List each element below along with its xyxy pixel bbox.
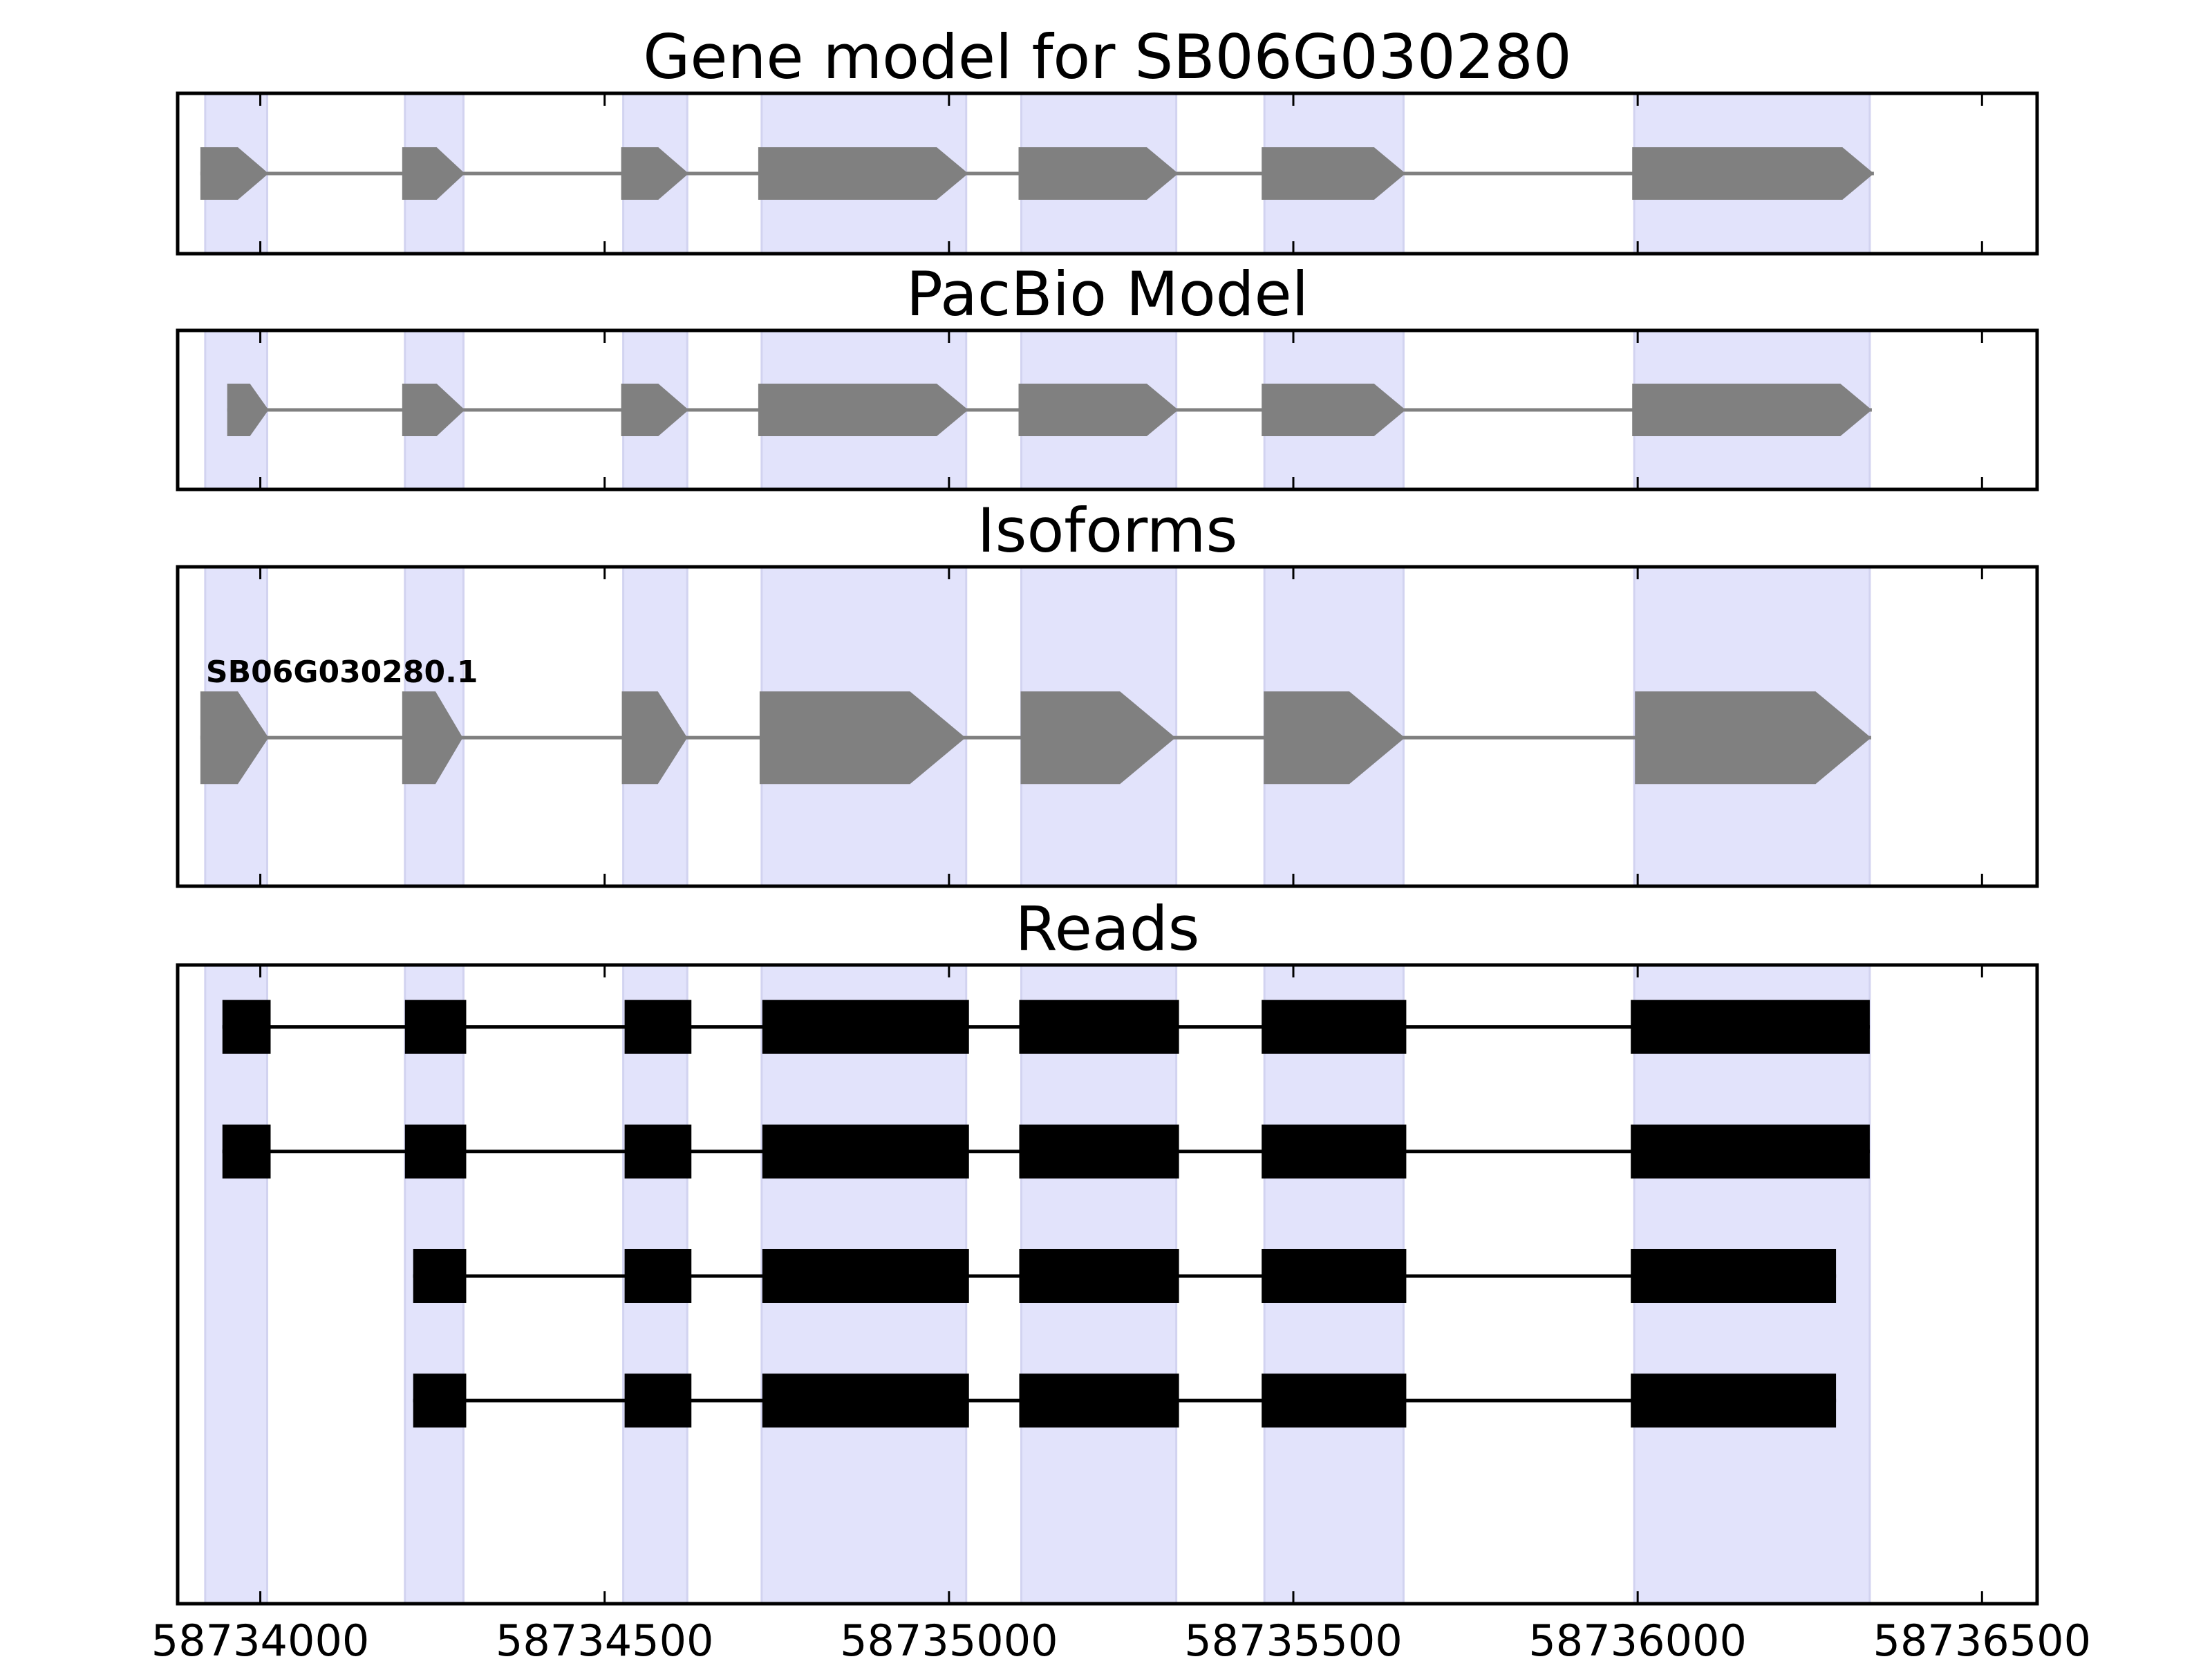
read-4-exon-5 — [1262, 1374, 1407, 1428]
isoform-label: SB06G030280.1 — [206, 655, 478, 690]
gene-model-exon-1 — [227, 384, 269, 436]
read-3-exon-2 — [624, 1248, 692, 1303]
panel-frame — [176, 328, 2039, 491]
read-4-exon-1 — [413, 1374, 467, 1428]
read-2-exon-1 — [222, 1124, 271, 1179]
panel-4: Reads — [176, 893, 2039, 1606]
read-3-exon-3 — [762, 1248, 969, 1303]
read-4-exon-6 — [1631, 1374, 1837, 1428]
read-2-exon-2 — [404, 1124, 467, 1179]
x-tick-label: 58734500 — [496, 1615, 714, 1659]
panel-1: Gene model for SB06G030280 — [176, 21, 2039, 256]
panel-title: Isoforms — [977, 495, 1238, 566]
panel-title: Gene model for SB06G030280 — [643, 21, 1572, 93]
read-4-exon-3 — [762, 1374, 969, 1428]
read-3-exon-5 — [1262, 1248, 1407, 1303]
read-1-exon-3 — [624, 1000, 692, 1054]
gene-model-exon-3 — [621, 147, 689, 200]
read-3-exon-4 — [1019, 1248, 1179, 1303]
read-3-exon-1 — [413, 1248, 467, 1303]
read-2-exon-4 — [762, 1124, 969, 1179]
isoform-1-exon-4 — [759, 691, 966, 785]
panel-frame — [176, 565, 2039, 888]
panel-2: PacBio Model — [176, 259, 2039, 491]
isoform-1-exon-2 — [402, 691, 463, 785]
panel-3: Isoforms SB06G030280.1 — [176, 495, 2039, 888]
gene-model-exon-6 — [1262, 384, 1406, 436]
exon-highlight-band — [204, 965, 269, 1604]
read-4-exon-2 — [624, 1374, 692, 1428]
read-1-exon-7 — [1631, 1000, 1870, 1054]
gene-model-exon-3 — [621, 384, 689, 436]
gene-model-exon-2 — [402, 147, 465, 200]
panel-frame — [176, 963, 2039, 1606]
read-2-exon-3 — [624, 1124, 692, 1179]
read-1-exon-5 — [1019, 1000, 1179, 1054]
read-1-exon-2 — [404, 1000, 467, 1054]
isoform-1-exon-5 — [1020, 691, 1176, 785]
x-tick-label: 58736500 — [1873, 1615, 2092, 1659]
read-2-exon-7 — [1631, 1124, 1870, 1179]
gene-model-exon-2 — [402, 384, 465, 436]
gene-model-exon-7 — [1632, 147, 1874, 200]
panel-plot-area — [200, 567, 1871, 886]
read-1-exon-4 — [762, 1000, 969, 1054]
isoform-1-exon-3 — [621, 691, 688, 785]
x-tick-label: 58734000 — [151, 1615, 370, 1659]
isoform-1-exon-6 — [1264, 691, 1405, 785]
gene-model-exon-1 — [200, 147, 269, 200]
read-3-exon-6 — [1631, 1248, 1837, 1303]
panel-plot-area — [200, 93, 1874, 254]
read-2-exon-6 — [1262, 1124, 1407, 1179]
panel-plot-area — [204, 965, 1871, 1604]
read-1-exon-1 — [222, 1000, 271, 1054]
panel-title: Reads — [1015, 893, 1200, 964]
gene-model-exon-5 — [1018, 147, 1179, 200]
gene-model-exon-6 — [1262, 147, 1406, 200]
gene-model-exon-4 — [758, 147, 968, 200]
x-tick-label: 58735000 — [840, 1615, 1058, 1659]
read-2-exon-5 — [1019, 1124, 1179, 1179]
x-tick-label: 58735500 — [1184, 1615, 1403, 1659]
panel-plot-area — [204, 330, 1872, 489]
panel-frame — [176, 91, 2039, 256]
x-tick-label: 58736000 — [1528, 1615, 1747, 1659]
isoform-1-exon-7 — [1635, 691, 1871, 785]
gene-model-exon-7 — [1632, 384, 1872, 436]
gene-model-exon-5 — [1018, 384, 1179, 436]
panel-title: PacBio Model — [906, 259, 1309, 330]
read-1-exon-6 — [1262, 1000, 1407, 1054]
isoform-1-exon-1 — [200, 691, 269, 785]
read-4-exon-4 — [1019, 1374, 1179, 1428]
gene-model-exon-4 — [758, 384, 968, 436]
